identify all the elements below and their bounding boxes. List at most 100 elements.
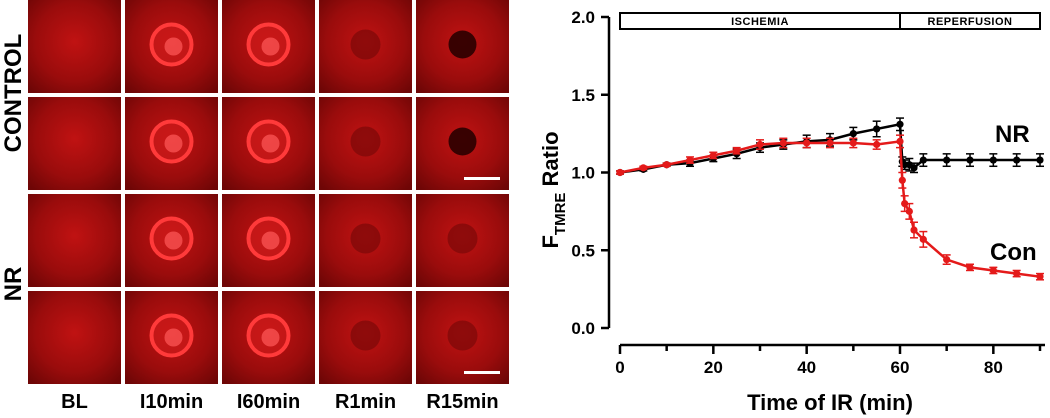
phase-bar: ISCHEMIA REPERFUSION: [619, 12, 1041, 30]
data-point: [989, 156, 997, 164]
data-point: [1036, 156, 1044, 164]
phase-label: REPERFUSION: [928, 16, 1013, 28]
fluorescent-ring: [149, 22, 194, 67]
data-point: [663, 161, 671, 169]
y-tick-label: 2.0: [571, 8, 595, 27]
faint-cell: [350, 223, 381, 254]
data-point: [803, 139, 811, 147]
cell-nucleus: [261, 328, 280, 347]
data-point: [756, 140, 764, 149]
fluorescent-ring: [246, 216, 291, 261]
data-point: [905, 207, 913, 215]
y-axis-title-tail: Ratio: [538, 131, 563, 192]
fluorescent-ring: [149, 313, 194, 358]
cell-nucleus: [261, 231, 280, 250]
image-tile: [28, 0, 121, 93]
tile-background: [28, 0, 121, 93]
faint-cell: [350, 320, 381, 351]
data-point: [898, 176, 906, 184]
fluorescent-ring: [149, 119, 194, 164]
series-label-con: Con: [990, 239, 1037, 266]
data-point: [779, 139, 787, 147]
image-tile: [416, 194, 509, 287]
data-point: [733, 147, 741, 155]
image-tile: [28, 194, 121, 287]
cell-nucleus: [164, 328, 183, 347]
fluorescent-ring: [149, 216, 194, 261]
image-tile: [416, 0, 509, 93]
image-tile: [319, 291, 412, 384]
image-tile: [222, 291, 315, 384]
data-point: [826, 139, 834, 147]
data-point: [966, 156, 974, 164]
image-panel: CONTROL NR BL I10min I60min R1min R15min: [0, 0, 509, 413]
data-point: [616, 168, 624, 177]
data-point: [686, 156, 694, 164]
image-tile: [319, 194, 412, 287]
row-labels: CONTROL NR: [0, 34, 27, 302]
y-axis-title-main: F: [538, 235, 563, 248]
data-point: [873, 140, 881, 149]
image-tile: [222, 0, 315, 93]
y-tick-label: 0.5: [571, 241, 595, 260]
series: [616, 117, 1044, 281]
image-tile: [416, 291, 509, 384]
data-point: [919, 156, 927, 164]
data-point: [966, 263, 974, 271]
y-tick-label: 0.0: [571, 319, 595, 338]
column-label: R1min: [335, 391, 396, 413]
cell-nucleus: [261, 37, 280, 56]
phase-label: ISCHEMIA: [731, 16, 789, 28]
tile-grid: [28, 0, 509, 384]
image-tile: [125, 97, 218, 190]
fluorescent-ring: [246, 313, 291, 358]
x-tick-label: 40: [797, 358, 816, 377]
data-point: [1036, 273, 1044, 281]
data-point: [1013, 156, 1021, 164]
image-tile: [319, 97, 412, 190]
tile-background: [28, 291, 121, 384]
faint-cell: [447, 320, 478, 351]
series-line: [619, 139, 1041, 278]
dark-cell: [448, 30, 477, 59]
data-point: [989, 266, 997, 275]
fluorescent-ring: [246, 22, 291, 67]
cell-nucleus: [164, 134, 183, 153]
data-point: [849, 130, 857, 138]
data-point: [1013, 269, 1021, 278]
image-tile: [319, 0, 412, 93]
data-point: [901, 200, 909, 208]
row-label: NR: [0, 267, 27, 302]
x-tick-label: 60: [891, 358, 910, 377]
chart-labels: NR Con Time of IR (min) FTMRE Ratio: [538, 121, 1037, 415]
data-point: [896, 120, 904, 128]
data-point: [910, 164, 918, 172]
x-tick-label: 80: [984, 358, 1003, 377]
data-point: [943, 156, 951, 164]
cell-nucleus: [261, 134, 280, 153]
column-label: BL: [61, 391, 88, 413]
cell-nucleus: [164, 231, 183, 250]
data-point: [943, 255, 951, 264]
series-con: [616, 134, 1044, 281]
axes: 0.0 0.5 1.0 1.5 2.0 0 20 40 60 80: [571, 8, 1045, 377]
image-tile: [416, 97, 509, 190]
data-point: [709, 151, 717, 159]
phase-box: [899, 12, 1041, 30]
series-label-nr: NR: [995, 121, 1030, 148]
faint-cell: [447, 223, 478, 254]
x-axis-title: Time of IR (min): [747, 390, 913, 415]
x-tick-label: 20: [704, 358, 723, 377]
scale-bar: [464, 371, 500, 374]
x-tick-label: 0: [615, 358, 624, 377]
tile-background: [28, 194, 121, 287]
data-point: [849, 139, 857, 147]
y-tick-label: 1.0: [571, 164, 595, 183]
faint-cell: [350, 126, 381, 157]
data-point: [896, 137, 904, 145]
scale-bar: [464, 177, 500, 180]
data-point: [919, 235, 927, 243]
y-axis-title: FTMRE Ratio: [538, 131, 569, 248]
cell-nucleus: [164, 37, 183, 56]
